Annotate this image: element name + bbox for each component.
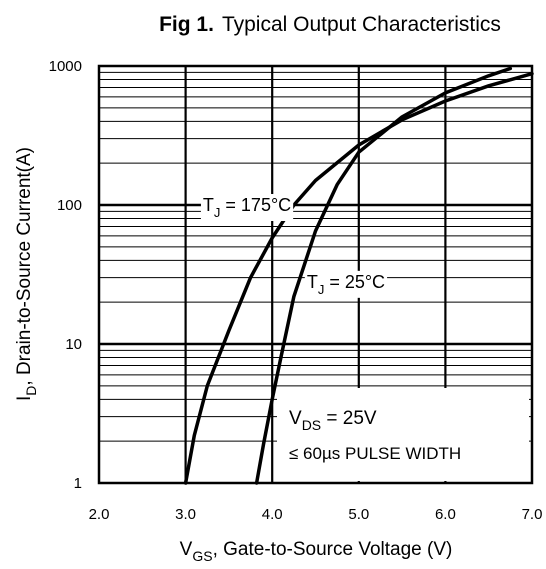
chart-title: Fig 1. Typical Output Characteristics [159, 13, 501, 36]
series-line-1 [183, 71, 534, 485]
x-tick-label: 3.0 [175, 506, 196, 523]
series-label-bg-2 [304, 270, 388, 298]
y-tick-label: 100 [57, 197, 82, 214]
series-label-1: TJ = 175°C [203, 195, 291, 220]
series-label-2: TJ = 25°C [307, 272, 385, 297]
chart-title-prefix: Fig 1. [159, 13, 214, 36]
series-labels: TJ = 175°C TJ = 25°C [200, 194, 388, 298]
annotation-vds: VDS = 25V [289, 408, 377, 433]
y-tick-label: 1 [74, 475, 82, 492]
x-tick-label: 5.0 [348, 506, 369, 523]
x-axis-label: VGS, Gate-to-Source Voltage (V) [180, 539, 453, 564]
annotation-box [277, 388, 529, 481]
x-tick-label: 6.0 [435, 506, 456, 523]
x-tick-label: 2.0 [89, 506, 110, 523]
tick-labels: 2.0 3.0 4.0 5.0 6.0 7.0 1 10 100 1000 [49, 58, 543, 523]
x-tick-label: 7.0 [522, 506, 543, 523]
chart-title-text: Typical Output Characteristics [222, 13, 501, 36]
y-tick-label: 1000 [49, 58, 82, 75]
series-label-bg-1 [200, 194, 294, 221]
series-line-2 [254, 66, 513, 485]
y-tick-label: 10 [65, 336, 82, 353]
y-axis-label: ID, Drain-to-Source Current(A) [14, 147, 39, 401]
annotation-pulse-width: ≤ 60µs PULSE WIDTH [289, 444, 461, 463]
x-tick-label: 4.0 [262, 506, 283, 523]
series-group [183, 66, 534, 485]
plot-frame [97, 64, 534, 485]
